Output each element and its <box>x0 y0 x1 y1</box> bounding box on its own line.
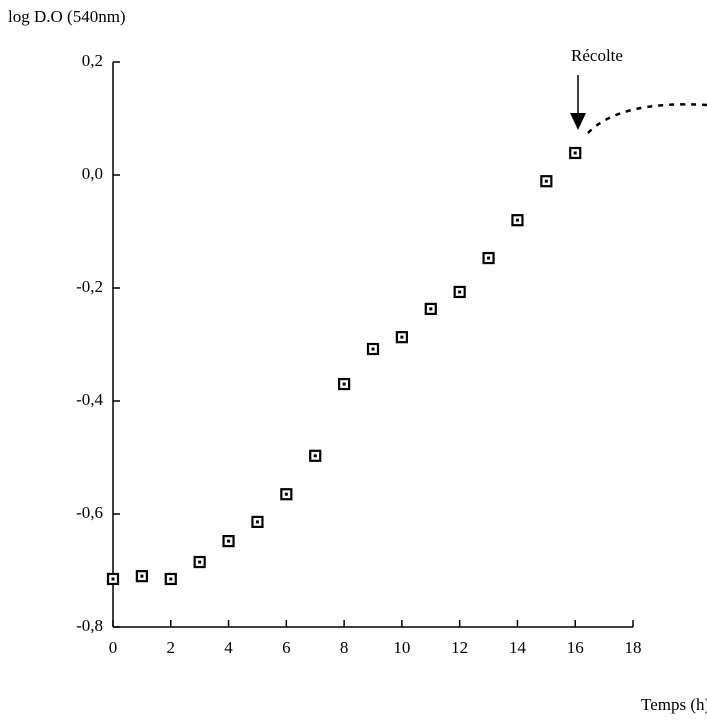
y-tick-label: -0,4 <box>76 390 103 409</box>
y-tick-label: -0,2 <box>76 277 103 296</box>
x-tick-label: 2 <box>167 638 176 657</box>
x-tick-label: 14 <box>509 638 527 657</box>
x-tick-label: 8 <box>340 638 349 657</box>
y-tick-label: 0,2 <box>82 51 103 70</box>
marker <box>569 146 582 160</box>
y-tick-label: -0,6 <box>76 503 103 522</box>
y-axis-label: log D.O (540nm) <box>8 7 126 26</box>
marker <box>511 214 524 227</box>
x-tick-label: 12 <box>451 638 468 657</box>
x-tick-label: 6 <box>282 638 291 657</box>
annotation: Récolte <box>571 46 623 65</box>
marker <box>395 331 408 344</box>
marker <box>424 302 437 316</box>
x-tick-label: 4 <box>224 638 233 657</box>
marker <box>164 572 177 586</box>
x-tick-label: 16 <box>567 638 584 657</box>
marker <box>482 251 495 265</box>
marker <box>338 377 351 391</box>
y-tick-label: 0,0 <box>82 164 103 183</box>
x-tick-label: 10 <box>393 638 410 657</box>
marker <box>540 175 553 188</box>
marker <box>106 572 120 586</box>
annotation-arrowhead <box>570 113 586 130</box>
x-tick-label: 18 <box>625 638 642 657</box>
x-tick-label: 0 <box>109 638 118 657</box>
y-tick-label: -0,8 <box>76 616 103 635</box>
marker <box>280 488 293 501</box>
x-axis-label: Temps (h) <box>641 695 707 714</box>
marker <box>453 285 466 299</box>
marker <box>193 555 206 569</box>
marker <box>135 570 148 583</box>
marker <box>309 449 322 462</box>
marker <box>222 535 235 548</box>
marker <box>251 515 264 529</box>
marker <box>366 342 380 356</box>
extrapolated-curve <box>587 103 707 134</box>
